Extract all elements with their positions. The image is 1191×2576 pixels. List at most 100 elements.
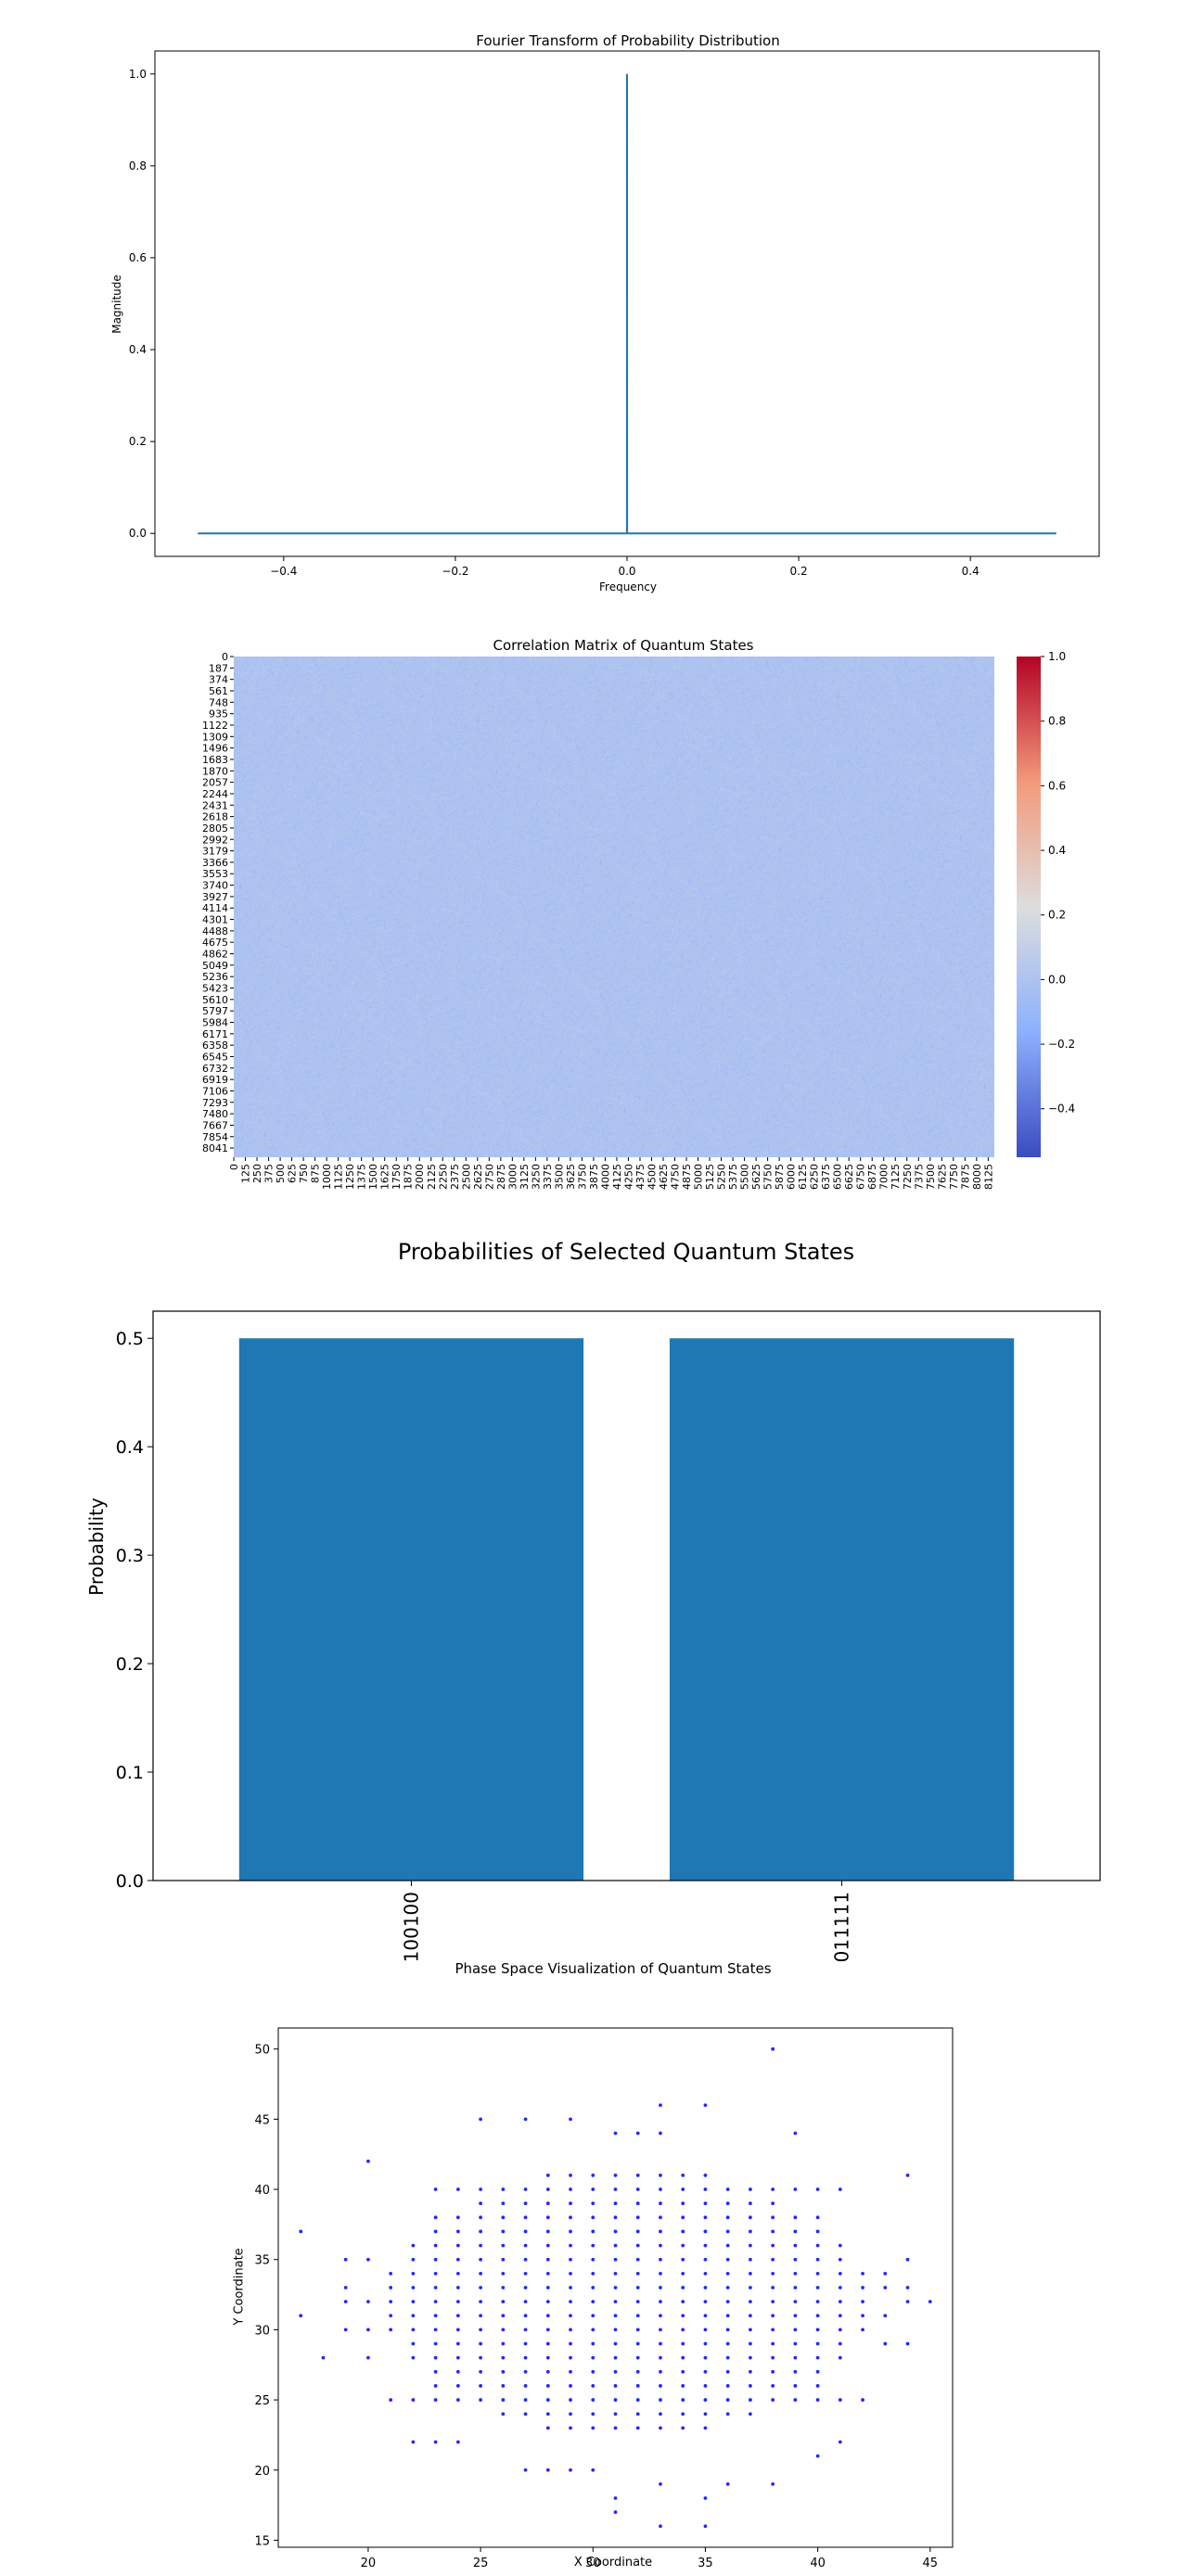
scatter-point — [591, 2300, 596, 2304]
scatter-point — [815, 2215, 820, 2220]
heatmap-y-tick-label: 0 — [222, 651, 228, 663]
scatter-point — [635, 2384, 640, 2388]
scatter-point — [545, 2384, 550, 2388]
scatter-point — [455, 2300, 460, 2304]
scatter-point — [861, 2271, 864, 2276]
correlation-heatmap: Correlation Matrix of Quantum States 0 18… — [0, 612, 1191, 1205]
scatter-point — [681, 2369, 685, 2374]
scatter-point — [725, 2215, 730, 2220]
heatmap-y-tick-label: 4488 — [202, 925, 228, 937]
scatter-point — [591, 2229, 596, 2234]
scatter-point — [635, 2398, 640, 2402]
scatter-point — [299, 2229, 303, 2234]
scatter-point — [455, 2355, 460, 2360]
scatter-point — [613, 2327, 618, 2332]
heatmap-y-tick-label: 7667 — [202, 1119, 228, 1131]
heatmap-x-tick-label: 0 — [228, 1164, 240, 1170]
scatter-point — [703, 2286, 708, 2289]
scatter-axes-frame — [277, 2027, 954, 2548]
scatter-point — [433, 2384, 438, 2388]
colorbar-tick-label: −0.2 — [1048, 1038, 1075, 1051]
phase-space-scatter: Phase Space Visualization of Quantum Sta… — [0, 1947, 1191, 2576]
scatter-point — [389, 2271, 393, 2276]
scatter-point — [635, 2229, 640, 2234]
scatter-point — [501, 2398, 506, 2402]
scatter-point — [389, 2398, 393, 2402]
scatter-point — [793, 2341, 798, 2346]
heatmap-y-tick-label: 1309 — [202, 731, 228, 743]
heatmap-x-tick-label: 5000 — [693, 1164, 705, 1190]
scatter-point — [815, 2341, 820, 2346]
scatter-point — [455, 2341, 460, 2346]
scatter-point — [501, 2355, 506, 2360]
scatter-point — [725, 2384, 730, 2388]
heatmap-y-tick-label: 6919 — [202, 1074, 228, 1086]
scatter-point — [411, 2257, 416, 2262]
scatter-point — [793, 2257, 798, 2262]
scatter-point — [749, 2398, 752, 2402]
scatter-point — [455, 2286, 460, 2289]
heatmap-x-tick-label: 6250 — [809, 1164, 821, 1190]
scatter-point — [838, 2327, 842, 2332]
scatter-point — [793, 2286, 798, 2289]
heatmap-x-tick-label: 7875 — [959, 1164, 971, 1190]
scatter-point — [591, 2355, 596, 2360]
scatter-point — [681, 2174, 685, 2177]
scatter-point — [703, 2314, 708, 2318]
heatmap-x-tick-label: 5625 — [750, 1164, 762, 1190]
heatmap-y-tick-label: 2992 — [202, 834, 228, 846]
scatter-y-tick-label: 50 — [254, 2044, 270, 2058]
scatter-point — [523, 2314, 528, 2318]
scatter-point — [479, 2286, 482, 2289]
scatter-point — [501, 2243, 506, 2248]
fourier-x-tick-label: −0.4 — [270, 565, 297, 578]
scatter-x-tick-label: 40 — [810, 2557, 826, 2570]
scatter-point — [569, 2384, 572, 2388]
bar-x-tick-label: 100100 — [400, 1892, 422, 1962]
scatter-point — [793, 2131, 798, 2136]
scatter-point — [613, 2355, 618, 2360]
scatter-point — [793, 2271, 798, 2276]
heatmap-x-tick-label: 7500 — [925, 1164, 937, 1190]
heatmap-y-tick-label: 7854 — [202, 1131, 228, 1143]
scatter-point — [479, 2229, 482, 2234]
scatter-point — [771, 2314, 775, 2318]
scatter-point — [569, 2398, 572, 2402]
scatter-point — [479, 2384, 482, 2388]
heatmap-x-tick-label: 3750 — [576, 1164, 588, 1190]
scatter-point — [838, 2398, 842, 2402]
heatmap-x-tick-label: 7625 — [936, 1164, 948, 1190]
scatter-point — [569, 2243, 572, 2248]
heatmap-y-tick-label: 4675 — [202, 937, 228, 949]
bar-y-tick-label: 0.0 — [116, 1871, 144, 1892]
scatter-point — [749, 2314, 752, 2318]
scatter-point — [703, 2187, 708, 2191]
heatmap-y-tick-label: 4301 — [202, 914, 228, 926]
scatter-point — [681, 2384, 685, 2388]
heatmap-x-tick-label: 1875 — [403, 1164, 415, 1190]
scatter-point — [635, 2215, 640, 2220]
scatter-point — [569, 2412, 572, 2417]
fourier-y-tick-label: 0.2 — [129, 435, 147, 448]
scatter-point — [569, 2468, 572, 2472]
scatter-point — [838, 2341, 842, 2346]
heatmap-x-tick-label: 6625 — [843, 1164, 855, 1190]
scatter-point — [681, 2229, 685, 2234]
heatmap-y-tick-label: 3553 — [202, 868, 228, 880]
scatter-point — [523, 2341, 528, 2346]
scatter-point — [613, 2286, 618, 2289]
scatter-point — [659, 2412, 662, 2417]
scatter-point — [815, 2454, 820, 2458]
scatter-point — [749, 2229, 752, 2234]
scatter-point — [861, 2286, 864, 2289]
heatmap-x-tick-label: 2000 — [414, 1164, 426, 1190]
bar-plot: 0.0 0.1 0.2 0.3 0.4 0.5 100100 011111 — [116, 1310, 1101, 1962]
fourier-chart: Fourier Transform of Probability Distrib… — [0, 0, 1191, 612]
scatter-point — [613, 2229, 618, 2234]
bar-x-tick-label: 011111 — [831, 1892, 853, 1962]
heatmap-y-tick-label: 7480 — [202, 1108, 228, 1120]
scatter-point — [771, 2300, 775, 2304]
heatmap-x-tick-label: 1125 — [333, 1164, 345, 1190]
scatter-point — [479, 2187, 482, 2191]
scatter-y-tick-label: 30 — [254, 2324, 270, 2338]
